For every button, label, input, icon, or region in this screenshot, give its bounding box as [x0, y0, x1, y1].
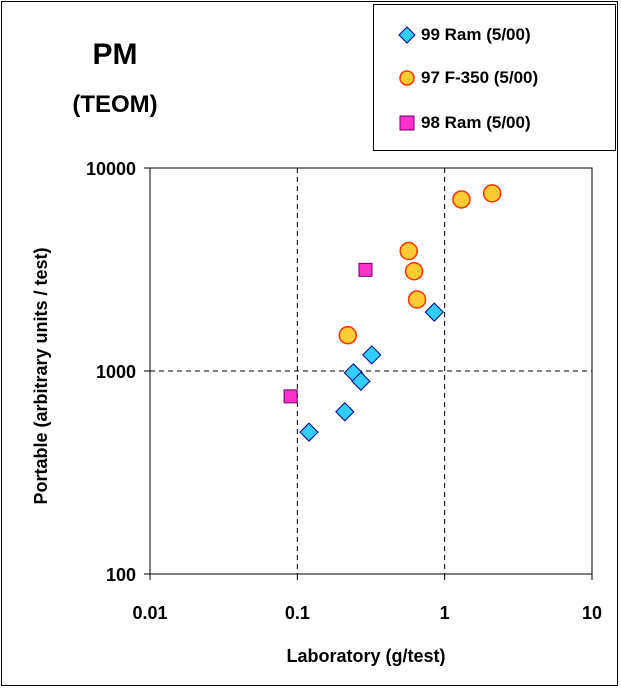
y-axis-label: Portable (arbitrary units / test): [31, 247, 51, 504]
legend-item-99-ram: 99 Ram (5/00): [398, 23, 531, 47]
x-tick-label: 10: [582, 603, 602, 623]
data-point-diamond: [299, 422, 319, 442]
x-tick-label: 1: [440, 603, 450, 623]
data-point-circle: [399, 241, 418, 261]
data-point-circle: [338, 326, 358, 345]
chart-subtitle: (TEOM): [72, 91, 158, 118]
circle-icon: [399, 70, 415, 86]
y-tick-label: 100: [106, 565, 136, 585]
square-icon: [399, 115, 415, 131]
data-point-diamond: [351, 371, 371, 391]
legend-item-98-ram: 98 Ram (5/00): [398, 111, 531, 135]
diamond-icon: [398, 26, 416, 44]
y-tick-label: 1000: [96, 362, 136, 382]
chart-title: PM: [92, 38, 138, 71]
x-tick-label: 0.01: [132, 603, 167, 623]
data-point-square: [283, 389, 298, 404]
data-point-diamond: [335, 402, 355, 422]
legend-label: 98 Ram (5/00): [421, 113, 531, 132]
data-point-square: [358, 262, 373, 277]
legend-item-97-f350: 97 F-350 (5/00): [398, 66, 538, 90]
data-point-circle: [482, 184, 502, 203]
data-point-circle: [407, 290, 427, 309]
data-point-diamond: [362, 345, 382, 365]
data-point-circle: [404, 262, 424, 281]
x-tick-label: 0.1: [285, 603, 310, 623]
legend: 99 Ram (5/00) 97 F-350 (5/00) 98 Ram (5/…: [373, 4, 616, 151]
legend-label: 99 Ram (5/00): [421, 25, 531, 44]
x-axis-label: Laboratory (g/test): [286, 646, 445, 666]
legend-label: 97 F-350 (5/00): [421, 68, 539, 87]
y-tick-label: 10000: [86, 159, 136, 179]
data-point-circle: [452, 190, 471, 209]
data-point-diamond: [424, 302, 444, 322]
